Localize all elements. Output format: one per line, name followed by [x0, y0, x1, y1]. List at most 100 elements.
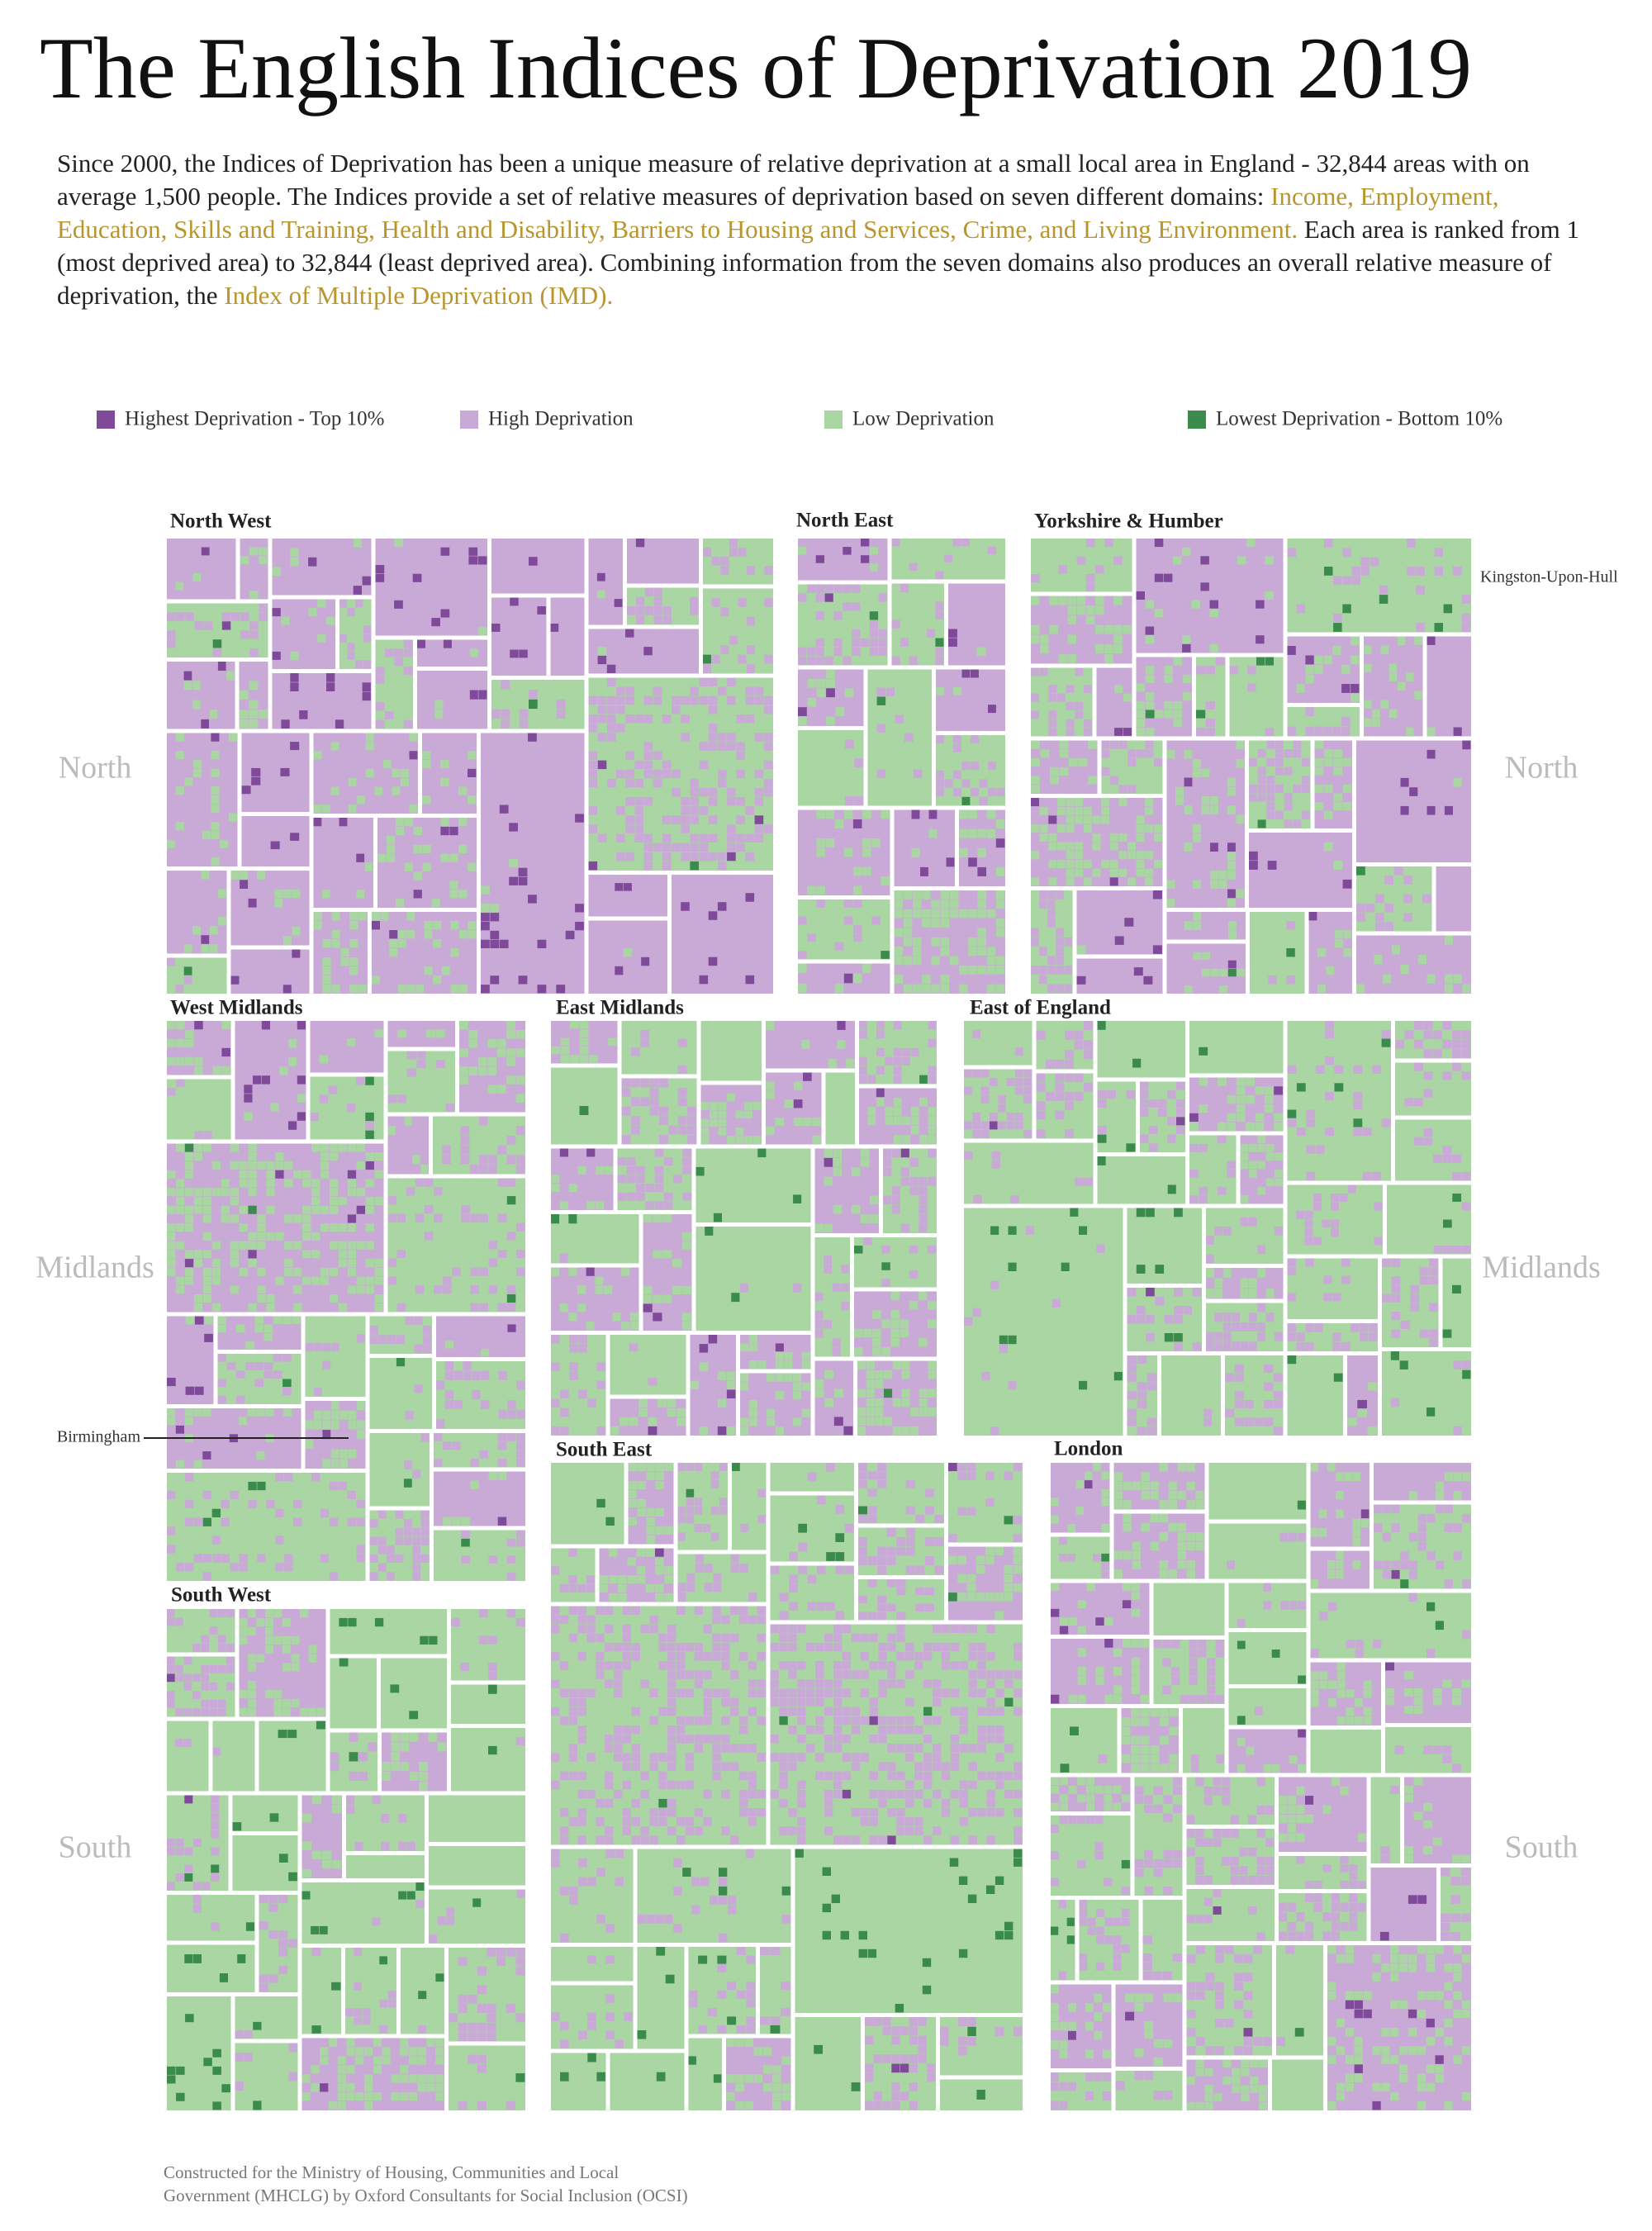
area-cell — [719, 1506, 728, 1515]
area-cell — [1182, 547, 1191, 556]
area-cell — [1298, 1601, 1306, 1610]
area-cell — [1227, 852, 1236, 862]
area-cell — [957, 1593, 966, 1602]
area-cell — [770, 1624, 779, 1633]
area-cell — [586, 1753, 596, 1762]
area-block — [346, 1795, 425, 1851]
area-cell — [1199, 1143, 1208, 1152]
area-cell — [282, 1645, 291, 1654]
area-cell — [1460, 1913, 1471, 1923]
area-cell — [387, 1213, 396, 1222]
area-cell — [667, 1688, 676, 1697]
area-cell — [1390, 1954, 1399, 1963]
area-cell — [496, 1048, 506, 1057]
area-cell — [515, 1155, 525, 1165]
area-cell — [1123, 693, 1132, 702]
area-cell — [1193, 824, 1201, 833]
area-cell — [1070, 1726, 1079, 1735]
area-cell — [883, 1195, 892, 1205]
area-cell — [676, 1716, 686, 1725]
area-cell — [1352, 1537, 1361, 1546]
area-cell — [781, 2083, 790, 2092]
area-cell — [1065, 1030, 1074, 1040]
area-cell — [629, 1343, 638, 1352]
area-cell — [596, 1606, 605, 1615]
area-cell — [636, 1548, 646, 1557]
area-cell — [988, 705, 996, 714]
area-cell — [1363, 1707, 1372, 1716]
area-cell — [347, 1170, 357, 1179]
area-cell — [640, 1835, 649, 1844]
area-cell — [254, 1379, 263, 1388]
area-cell — [977, 866, 986, 876]
area-cell — [1374, 894, 1384, 904]
area-cell — [278, 1930, 288, 1939]
area-cell — [797, 1798, 806, 1808]
area-cell — [1382, 1294, 1391, 1303]
area-cell — [435, 2047, 444, 2056]
area-cell — [833, 1633, 843, 1643]
area-cell — [268, 1974, 278, 1983]
area-cell — [1176, 1117, 1185, 1126]
area-block — [588, 920, 667, 994]
area-cell — [957, 1507, 966, 1516]
area-cell — [627, 606, 636, 615]
area-cell — [192, 1839, 202, 1847]
area-cell — [1414, 1098, 1423, 1107]
area-cell — [461, 1538, 470, 1547]
area-cell — [1050, 776, 1059, 785]
area-cell — [230, 1285, 239, 1294]
area-cell — [382, 760, 392, 769]
area-cell — [815, 656, 824, 665]
area-cell — [1168, 1490, 1177, 1500]
area-cell — [1145, 626, 1155, 635]
area-cell — [757, 1716, 766, 1725]
area-cell — [643, 861, 653, 871]
legend-label: High Deprivation — [488, 408, 634, 430]
area-cell — [932, 1642, 942, 1652]
area-cell — [302, 1205, 311, 1214]
area-cell — [444, 1361, 453, 1371]
area-cell — [816, 1602, 826, 1611]
area-cell — [824, 1176, 833, 1186]
area-cell — [1095, 1676, 1104, 1685]
area-cell — [1048, 728, 1057, 736]
area-cell — [1076, 605, 1086, 615]
area-cell — [711, 597, 720, 607]
area-cell — [244, 1094, 253, 1103]
area-cell — [1419, 1276, 1429, 1285]
area-cell — [1327, 1982, 1336, 1991]
area-cell — [1452, 1062, 1461, 1071]
area-cell — [1284, 793, 1293, 802]
area-cell — [434, 1459, 443, 1467]
area-cell — [746, 1955, 756, 1964]
area-cell — [881, 1246, 890, 1254]
area-cell — [1453, 2055, 1462, 2064]
area-cell — [833, 638, 843, 648]
area-cell — [577, 1165, 586, 1175]
area-cell — [470, 1213, 479, 1222]
area-cell — [1122, 1600, 1132, 1609]
area-cell — [272, 608, 281, 617]
area-cell — [923, 1651, 933, 1661]
area-cell — [175, 1188, 185, 1197]
area-cell — [1059, 767, 1069, 776]
area-cell — [239, 1267, 248, 1276]
area-cell — [1349, 1902, 1358, 1912]
area-cell — [770, 1670, 779, 1679]
area-cell — [727, 1905, 737, 1915]
area-cell — [842, 1771, 852, 1780]
area-cell — [807, 933, 816, 942]
area-cell — [412, 1469, 421, 1479]
area-cell — [204, 1316, 213, 1325]
area-cell — [664, 1575, 673, 1584]
area-cell — [959, 909, 968, 919]
area-cell — [579, 1046, 589, 1055]
area-cell — [638, 1407, 648, 1417]
area-cell — [394, 600, 403, 609]
area-cell — [192, 1882, 202, 1891]
area-cell — [235, 2081, 244, 2091]
area-cell — [1209, 643, 1218, 653]
area-cell — [922, 919, 931, 928]
area-cell — [345, 2008, 354, 2016]
